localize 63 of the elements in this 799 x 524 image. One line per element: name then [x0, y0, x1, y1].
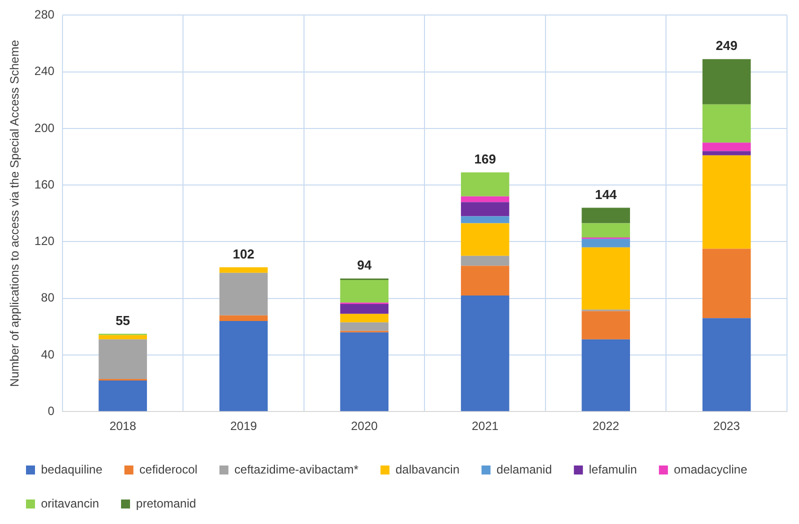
bar: [219, 320, 268, 412]
bar: [702, 248, 751, 318]
legend-label: delamanid: [496, 462, 552, 476]
total-label: 94: [357, 258, 372, 273]
bar: [702, 59, 751, 104]
y-tick-label: 280: [34, 8, 55, 22]
bar: [219, 315, 268, 321]
bar: [582, 223, 630, 238]
bar: [582, 247, 630, 310]
total-label: 169: [474, 151, 496, 166]
bar: [98, 335, 147, 340]
y-axis-title: Number of applications to access via the Special Access Scheme: [8, 40, 22, 387]
y-tick-label: 120: [34, 234, 55, 248]
bar: [582, 238, 630, 248]
bar: [340, 280, 388, 303]
total-label: 249: [716, 38, 738, 54]
legend-label: dalbavancin: [395, 462, 460, 476]
bar: [219, 272, 268, 316]
bar: [460, 172, 510, 196]
y-tick-label: 80: [41, 290, 55, 305]
bar: [702, 318, 751, 412]
bar: [340, 322, 388, 331]
legend-label: bedaquiline: [41, 462, 103, 476]
legend-label: cefiderocol: [139, 462, 198, 476]
bar: [460, 202, 510, 216]
total-label: 55: [116, 312, 130, 328]
bar: [340, 332, 388, 412]
x-tick-label: 2019: [230, 419, 258, 434]
bar: [219, 267, 268, 273]
y-tick-label: 160: [34, 177, 55, 192]
y-tick-label: 40: [41, 347, 55, 362]
bar: [582, 311, 630, 340]
bar: [98, 339, 147, 380]
bar: [460, 256, 510, 266]
x-tick-label: 2020: [350, 419, 378, 434]
bar: [460, 266, 510, 296]
bar: [702, 155, 751, 249]
legend-label: ceftazidime-avibactam*: [234, 462, 359, 476]
bar: [460, 216, 510, 224]
legend-label: lefamulin: [588, 462, 637, 476]
legend-label: pretomanid: [136, 496, 196, 510]
x-tick-label: 2022: [592, 419, 620, 434]
bar: [702, 142, 751, 152]
x-tick-label: 2023: [713, 419, 740, 434]
bar: [460, 223, 510, 256]
x-tick-label: 2018: [109, 419, 136, 434]
bar: [702, 104, 751, 143]
bar: [460, 196, 510, 202]
y-tick-label: 240: [34, 64, 55, 78]
total-label: 144: [595, 186, 618, 202]
legend-label: oritavancin: [41, 496, 100, 510]
bar: [460, 296, 510, 412]
legend-label: omadacycline: [674, 462, 748, 476]
total-label: 102: [232, 246, 254, 262]
bar: [582, 208, 630, 224]
bar: [340, 314, 388, 322]
bar: [340, 304, 388, 314]
bar: [582, 339, 630, 412]
bar: [98, 380, 147, 412]
x-tick-label: 2021: [472, 419, 499, 434]
y-tick-label: 0: [48, 404, 55, 418]
bar: [702, 151, 751, 156]
y-tick-label: 200: [34, 120, 55, 135]
